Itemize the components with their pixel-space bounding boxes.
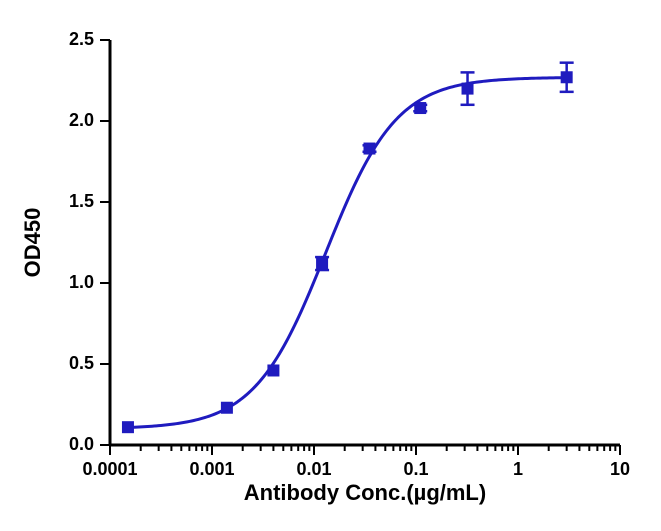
x-tick-label: 0.0001 <box>82 459 137 479</box>
y-tick-label: 2.0 <box>69 110 94 130</box>
data-marker <box>267 364 279 376</box>
chart-container: 0.0 0.5 1.0 1.5 2.0 2.5 0.0001 0.001 0.01 0.1 1 10 O… <box>0 0 661 531</box>
data-marker <box>414 102 426 114</box>
y-tick-label: 0.5 <box>69 353 94 373</box>
data-marker <box>122 421 134 433</box>
data-marker <box>363 143 375 155</box>
chart-svg: 0.0 0.5 1.0 1.5 2.0 2.5 0.0001 0.001 0.01 0.1 1 10 O… <box>0 0 661 531</box>
x-tick-label: 0.1 <box>403 459 428 479</box>
data-marker <box>221 402 233 414</box>
y-tick-label: 1.0 <box>69 272 94 292</box>
data-marker <box>316 258 328 270</box>
x-tick-label: 0.01 <box>296 459 331 479</box>
x-tick-label: 1 <box>513 459 523 479</box>
y-axis-label: OD450 <box>20 208 45 278</box>
x-tick-label: 0.001 <box>189 459 234 479</box>
data-marker <box>462 83 474 95</box>
data-marker <box>561 71 573 83</box>
x-axis-label: Antibody Conc.(µg/mL) <box>244 480 486 505</box>
x-tick-label: 10 <box>610 459 630 479</box>
y-tick-label: 0.0 <box>69 434 94 454</box>
y-tick-label: 1.5 <box>69 191 94 211</box>
y-tick-label: 2.5 <box>69 29 94 49</box>
